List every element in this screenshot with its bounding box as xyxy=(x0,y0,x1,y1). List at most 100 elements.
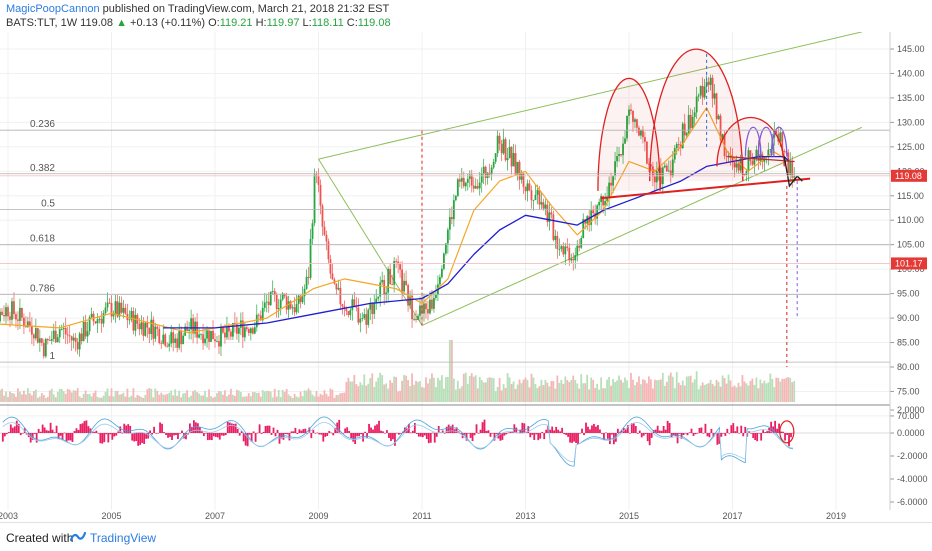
tradingview-brand-link[interactable]: TradingView xyxy=(90,531,157,545)
candle-body xyxy=(417,315,419,320)
volume-bar xyxy=(409,386,411,402)
candle-body xyxy=(387,268,390,293)
volume-bar xyxy=(132,388,135,402)
candle-body xyxy=(275,294,278,310)
macd-hist-bar xyxy=(220,433,223,436)
candle-body xyxy=(578,245,581,248)
volume-bar xyxy=(307,388,310,402)
macd-hist-bar xyxy=(141,433,144,443)
candle-body xyxy=(651,166,654,177)
volume-bar xyxy=(526,379,529,402)
macd-hist-bar xyxy=(13,426,16,433)
candle-body xyxy=(560,246,563,249)
macd-tick-label: 0.0000 xyxy=(897,428,925,438)
candle-body xyxy=(701,85,704,98)
volume-bar xyxy=(50,388,53,402)
volume-bar xyxy=(351,381,354,402)
macd-hist-bar xyxy=(256,432,259,434)
macd-hist-bar xyxy=(662,425,665,433)
author-link[interactable]: MagicPoopCannon xyxy=(6,3,100,15)
candle-body xyxy=(751,160,754,165)
candle-body xyxy=(685,132,688,136)
volume-bar xyxy=(361,384,364,402)
candle-body xyxy=(620,153,622,156)
candle-body xyxy=(375,298,378,304)
macd-hist-bar xyxy=(421,433,424,438)
candle-body xyxy=(212,330,214,340)
macd-hist-bar xyxy=(467,433,470,434)
macd-axis[interactable]: 2.0000 0.0000 -2.0000 -4.0000 -6.0000 xyxy=(890,405,928,507)
y-tick-label: 110.00 xyxy=(897,215,924,225)
macd-hist-bar xyxy=(334,427,337,433)
price-axis[interactable]: 70.0075.0080.0085.0090.0095.00100.00105.… xyxy=(890,44,927,421)
volume-bar xyxy=(502,384,505,402)
macd-hist-bar xyxy=(455,427,458,433)
macd-hist-bar xyxy=(491,433,494,434)
candle-body xyxy=(267,301,270,306)
symbol-label[interactable]: BATS:TLT, 1W xyxy=(6,17,78,29)
macd-hist-bar xyxy=(479,429,482,433)
volume-bar xyxy=(486,378,489,402)
macd-hist-bar xyxy=(630,423,633,433)
candle-body xyxy=(681,123,684,149)
candle-body xyxy=(309,238,312,278)
macd-hist-bar xyxy=(640,433,643,438)
x-tick-label: 2009 xyxy=(308,511,328,521)
volume-bar xyxy=(785,377,788,402)
candle-body xyxy=(693,112,696,117)
created-with-label: Created with xyxy=(6,531,74,545)
volume-bar xyxy=(194,390,196,402)
volume-bar xyxy=(375,381,378,402)
candle-body xyxy=(439,277,441,285)
volume-bar xyxy=(546,382,549,402)
candle-body xyxy=(269,291,272,306)
candle-body xyxy=(655,171,658,183)
candle-body xyxy=(337,287,340,290)
volume-bar xyxy=(210,396,212,402)
volume-bar xyxy=(48,390,51,402)
macd-hist-bar xyxy=(581,428,583,433)
candle-body xyxy=(793,175,796,178)
volume-bar xyxy=(64,393,67,402)
macd-hist-bar xyxy=(382,431,384,433)
volume-bar xyxy=(536,388,539,402)
candle-body xyxy=(480,173,483,183)
candle-body xyxy=(588,216,591,225)
volume-bar xyxy=(439,380,441,402)
candle-body xyxy=(781,132,784,152)
volume-bar xyxy=(594,388,597,402)
time-axis[interactable]: 2003 2005 2007 2009 2011 2013 2015 2017 2019 xyxy=(0,511,846,521)
macd-hist-bar xyxy=(423,433,426,436)
macd-hist-bar xyxy=(445,426,448,433)
volume-bar xyxy=(753,384,756,402)
macd-hist-bar xyxy=(545,429,548,433)
macd-hist-bar xyxy=(57,433,60,439)
macd-hist-bar xyxy=(686,433,689,436)
macd-hist-bar xyxy=(29,433,32,443)
candle-body xyxy=(411,295,413,320)
macd-hist-bar xyxy=(302,429,305,433)
candle-body xyxy=(393,261,396,285)
volume-bar xyxy=(23,390,25,402)
price-chart[interactable]: 0.236 0.382 0.5 0.618 0.786 1 70.00 75.00 80.00… xyxy=(0,32,932,522)
candle-body xyxy=(538,190,541,205)
macd-hist-bar xyxy=(682,433,685,436)
volume-bar xyxy=(532,377,535,402)
candle-body xyxy=(644,137,646,142)
macd-hist-bar xyxy=(69,433,72,441)
candle-body xyxy=(15,314,17,320)
price-pane[interactable] xyxy=(0,32,890,402)
macd-hist-bar xyxy=(601,433,603,434)
candle-body xyxy=(415,318,417,320)
candle-body xyxy=(144,322,147,336)
macd-hist-bar xyxy=(338,419,341,433)
macd-hist-bar xyxy=(672,433,675,435)
candle-body xyxy=(526,183,529,192)
candle-body xyxy=(202,334,204,344)
macd-hist-bar xyxy=(352,433,355,442)
candle-body xyxy=(96,319,99,324)
y-tick-label: 75.00 xyxy=(897,386,920,396)
macd-hist-bar xyxy=(628,433,631,434)
candle-body xyxy=(38,338,41,343)
macd-hist-bar xyxy=(555,426,558,433)
